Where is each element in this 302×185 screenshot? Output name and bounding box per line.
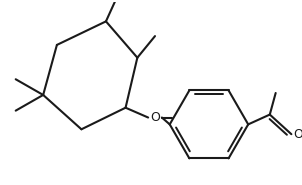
Text: O: O bbox=[150, 111, 160, 124]
Text: O: O bbox=[293, 128, 302, 141]
